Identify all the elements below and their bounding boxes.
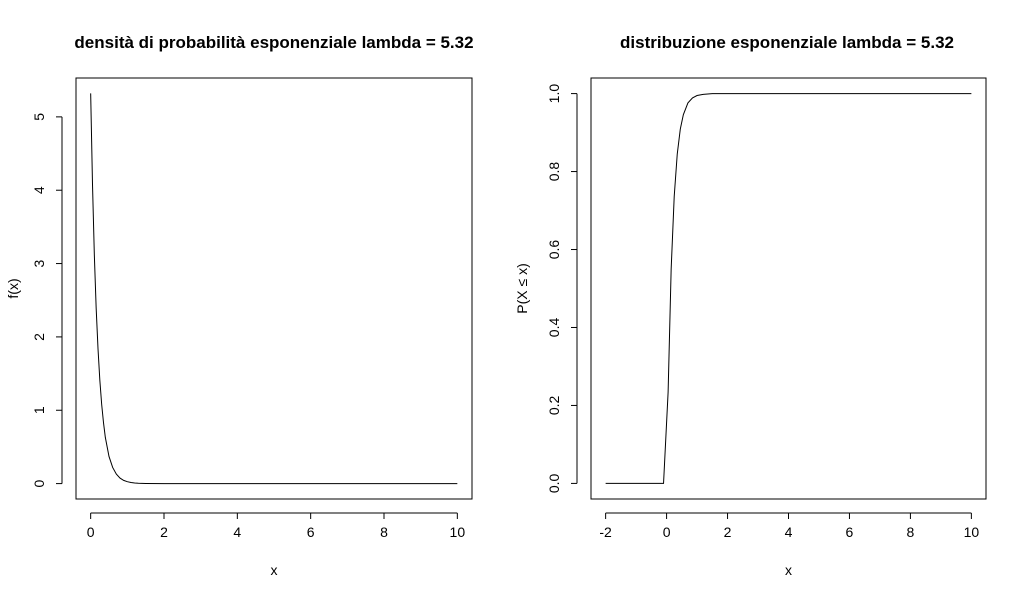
chart-title: distribuzione esponenziale lambda = 5.32	[620, 33, 954, 52]
y-axis-label: P(X ≤ x)	[514, 263, 530, 313]
y-tick-label: 0	[31, 479, 47, 487]
x-tick-label: 0	[663, 524, 671, 540]
x-axis-label: x	[785, 562, 792, 578]
x-tick-label: 2	[724, 524, 732, 540]
y-tick-label: 0.0	[546, 473, 562, 493]
y-tick-label: 0.2	[546, 396, 562, 416]
y-tick-label: 3	[31, 259, 47, 267]
x-tick-label: 0	[87, 524, 95, 540]
x-tick-label: 10	[450, 524, 466, 540]
series-line-density	[90, 93, 458, 485]
y-tick-label: 1.0	[546, 84, 562, 104]
y-tick-label: 5	[31, 113, 47, 121]
x-tick-label: 4	[785, 524, 793, 540]
x-tick-label: -2	[599, 524, 612, 540]
x-tick-label: 10	[964, 524, 980, 540]
y-tick-label: 0.6	[546, 240, 562, 260]
x-tick-label: 8	[380, 524, 388, 540]
chart-panel-2: distribuzione esponenziale lambda = 5.32…	[514, 33, 987, 578]
y-tick-label: 1	[31, 406, 47, 414]
y-axis-label: f(x)	[5, 278, 21, 298]
plot-frame	[590, 77, 987, 500]
x-tick-label: 2	[160, 524, 168, 540]
x-axis-label: x	[271, 562, 278, 578]
x-tick-label: 6	[846, 524, 854, 540]
y-tick-label: 0.4	[546, 318, 562, 338]
y-tick-label: 4	[31, 186, 47, 194]
chart-title: densità di probabilità esponenziale lamb…	[74, 33, 473, 52]
series-line-cdf	[605, 93, 972, 484]
y-tick-label: 0.8	[546, 162, 562, 182]
x-tick-label: 8	[907, 524, 915, 540]
x-tick-label: 6	[307, 524, 315, 540]
plot-frame	[75, 77, 473, 500]
y-tick-label: 2	[31, 333, 47, 341]
chart-panel-1: densità di probabilità esponenziale lamb…	[5, 33, 474, 578]
x-tick-label: 4	[233, 524, 241, 540]
